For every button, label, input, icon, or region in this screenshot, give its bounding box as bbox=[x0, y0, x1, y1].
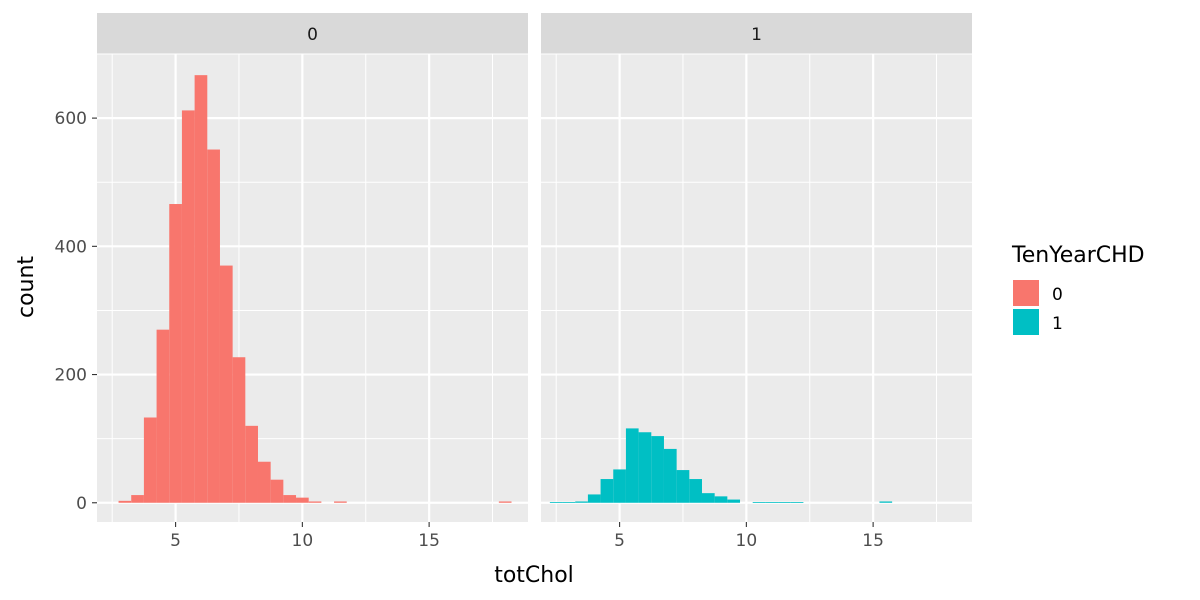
facet-strip bbox=[97, 13, 528, 54]
x-axis-title: totChol bbox=[494, 563, 574, 588]
x-tick-label: 5 bbox=[170, 531, 181, 551]
legend-key-label: 0 bbox=[1052, 285, 1063, 305]
histogram-bar bbox=[131, 495, 144, 503]
x-tick-label: 15 bbox=[418, 531, 440, 551]
histogram-bar bbox=[257, 461, 271, 503]
histogram-bar bbox=[701, 493, 715, 503]
histogram-bar bbox=[765, 502, 779, 503]
y-axis-title: count bbox=[14, 256, 39, 318]
histogram-bar bbox=[270, 479, 284, 503]
histogram-bar bbox=[207, 149, 220, 503]
histogram-bar bbox=[638, 432, 652, 503]
x-tick-label: 10 bbox=[736, 531, 758, 551]
histogram-bar bbox=[676, 470, 690, 503]
histogram-bar bbox=[245, 425, 258, 503]
histogram-bar bbox=[727, 499, 741, 503]
histogram-bar bbox=[334, 501, 347, 503]
x-axis-1: 5 10 15 bbox=[614, 522, 884, 551]
histogram-bar bbox=[879, 501, 893, 503]
histogram-bar bbox=[219, 265, 233, 503]
y-axis: 0 200 400 600 bbox=[55, 109, 97, 514]
histogram-bar bbox=[778, 502, 791, 503]
histogram-bar bbox=[562, 502, 576, 503]
histogram-bar bbox=[790, 502, 804, 503]
legend-key-swatch bbox=[1013, 280, 1039, 306]
histogram-bar bbox=[651, 436, 664, 503]
histogram-bar bbox=[663, 448, 677, 503]
facet-strip-label: 1 bbox=[751, 25, 762, 45]
facet-strip bbox=[541, 13, 972, 54]
facet-strip-label: 0 bbox=[307, 25, 318, 45]
y-tick-label: 400 bbox=[55, 237, 87, 257]
x-tick-label: 15 bbox=[862, 531, 884, 551]
histogram-bar bbox=[156, 329, 170, 503]
y-tick-label: 600 bbox=[55, 109, 87, 129]
facet-panel-1: 1 bbox=[541, 13, 972, 522]
histogram-bar bbox=[613, 469, 626, 503]
histogram-bar bbox=[296, 497, 309, 503]
facet-panel-0: 0 bbox=[97, 13, 528, 522]
histogram-bar bbox=[549, 502, 563, 503]
histogram-bar bbox=[308, 501, 322, 503]
legend-key-swatch bbox=[1013, 309, 1039, 335]
x-axes: 5 10 15 5 10 15 bbox=[170, 522, 884, 551]
legend-title: TenYearCHD bbox=[1011, 243, 1145, 268]
legend: TenYearCHD 0 1 bbox=[1011, 243, 1145, 335]
x-tick-label: 10 bbox=[292, 531, 314, 551]
x-tick-label: 5 bbox=[614, 531, 625, 551]
histogram-bar bbox=[752, 502, 766, 503]
histogram-bar bbox=[689, 479, 702, 503]
histogram-bar bbox=[283, 495, 297, 503]
histogram-bar bbox=[232, 357, 246, 503]
histogram-bar bbox=[625, 428, 639, 503]
histogram-bar bbox=[600, 479, 614, 503]
histogram-bar bbox=[181, 110, 195, 503]
y-tick-label: 200 bbox=[55, 366, 87, 386]
histogram-bar bbox=[714, 496, 728, 503]
x-axis-0: 5 10 15 bbox=[170, 522, 440, 551]
histogram-bar bbox=[587, 494, 601, 503]
panel-background bbox=[541, 54, 972, 522]
histogram-bar bbox=[118, 500, 132, 503]
histogram-bar bbox=[575, 501, 588, 503]
histogram-bar bbox=[169, 204, 182, 503]
y-tick-label: 0 bbox=[76, 494, 87, 514]
legend-key-label: 1 bbox=[1052, 314, 1063, 334]
histogram-bar bbox=[194, 75, 208, 503]
histogram-bar bbox=[143, 417, 157, 503]
histogram-bar bbox=[498, 501, 512, 503]
